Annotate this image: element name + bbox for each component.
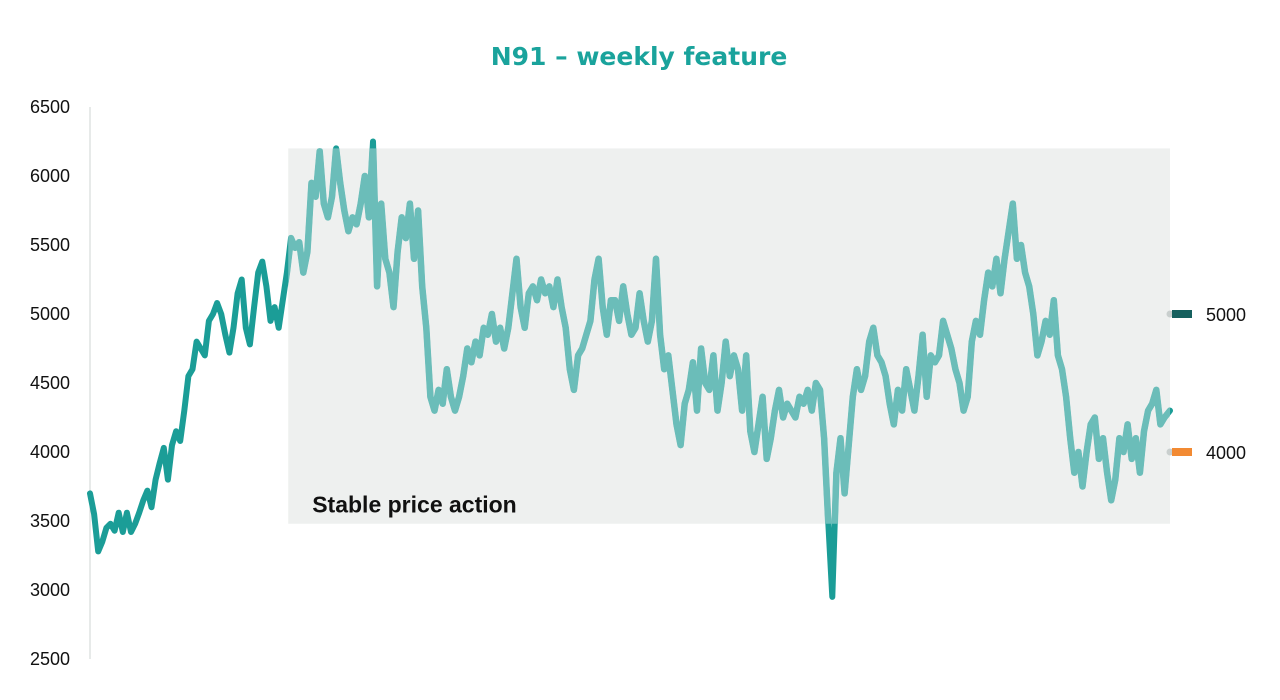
highlight-band <box>288 148 1170 524</box>
y-tick-label: 5000 <box>30 304 70 324</box>
right-marker: 5000 <box>1166 305 1246 325</box>
y-tick-label: 3500 <box>30 511 70 531</box>
y-tick-label: 2500 <box>30 649 70 669</box>
y-tick-label: 5500 <box>30 235 70 255</box>
marker-dot <box>1166 448 1174 456</box>
chart-title: N91 – weekly feature <box>491 42 788 71</box>
series-line-inside-band <box>288 148 1170 524</box>
marker-swatch <box>1172 448 1192 456</box>
y-axis-ticks: 2500 3000 3500 4000 4500 5000 5500 6000 6500 <box>30 97 70 669</box>
y-tick-label: 6000 <box>30 166 70 186</box>
y-tick-label: 4000 <box>30 442 70 462</box>
marker-dot <box>1166 310 1174 318</box>
y-tick-label: 4500 <box>30 373 70 393</box>
band-annotation: Stable price action <box>312 491 517 517</box>
y-tick-label: 3000 <box>30 580 70 600</box>
right-value-markers: 5000 4000 <box>1166 305 1246 463</box>
marker-swatch <box>1172 310 1192 318</box>
marker-label: 5000 <box>1206 305 1246 325</box>
right-marker: 4000 <box>1166 443 1246 463</box>
y-tick-label: 6500 <box>30 97 70 117</box>
marker-label: 4000 <box>1206 443 1246 463</box>
